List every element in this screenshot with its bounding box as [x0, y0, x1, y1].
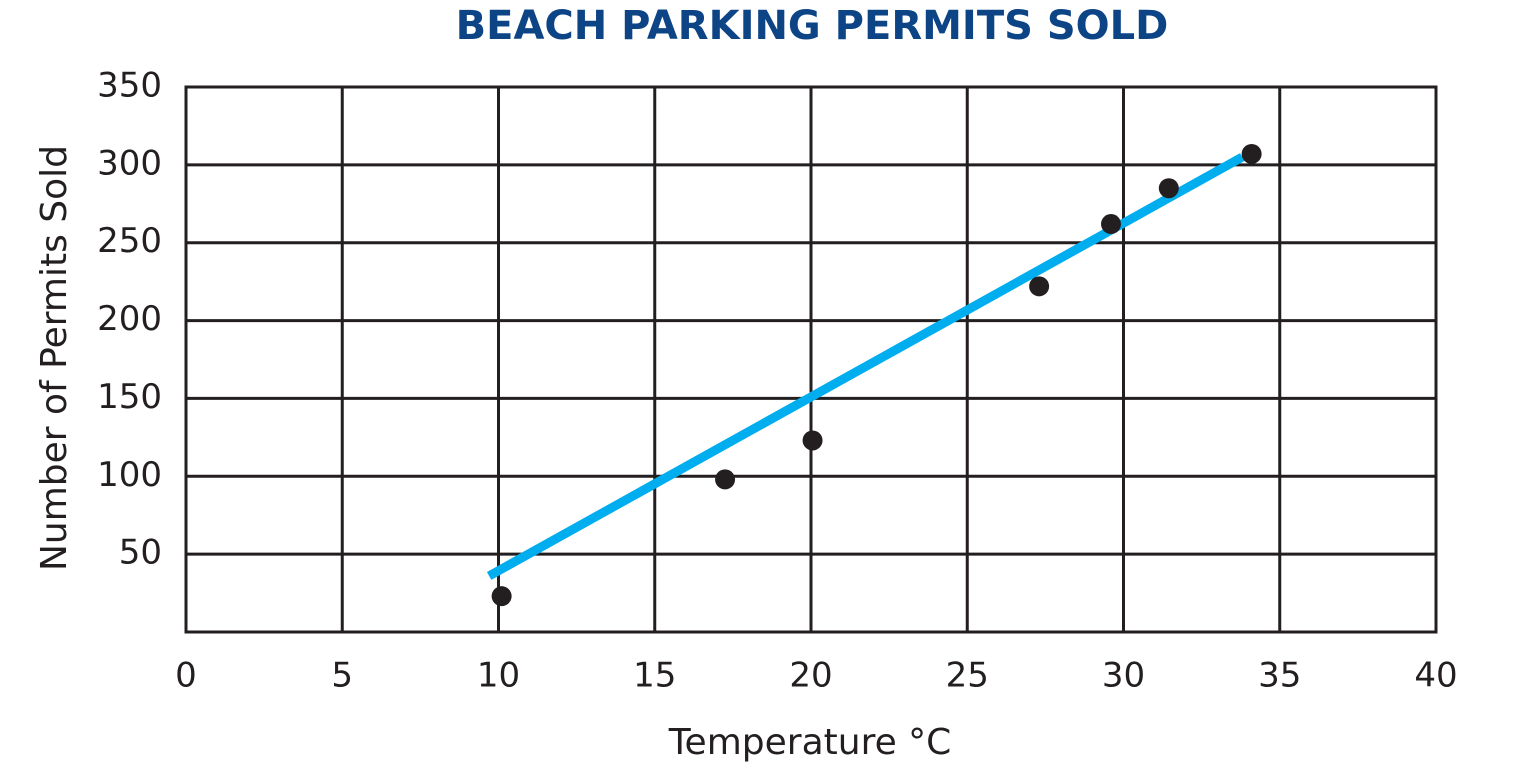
x-tick-label: 25: [946, 656, 989, 696]
y-tick-label: 50: [119, 533, 162, 573]
x-tick-label: 10: [477, 656, 520, 696]
point: [1241, 143, 1262, 164]
y-tick-label: 350: [97, 66, 162, 106]
x-tick-label: 0: [175, 656, 197, 696]
y-tick-label: 250: [97, 221, 162, 261]
x-tick-label: 35: [1258, 656, 1301, 696]
x-tick-label: 15: [633, 656, 676, 696]
x-tick-label: 30: [1102, 656, 1145, 696]
x-tick-label: 40: [1414, 656, 1457, 696]
point: [1029, 276, 1050, 297]
x-tick-label: 5: [331, 656, 353, 696]
x-axis-label: Temperature °C: [668, 722, 952, 763]
chart-title: BEACH PARKING PERMITS SOLD: [456, 3, 1169, 49]
point: [802, 430, 823, 451]
y-tick-label: 200: [97, 299, 162, 339]
point: [491, 586, 512, 607]
y-axis-label: Number of Permits Sold: [34, 145, 75, 571]
y-tick-label: 150: [97, 377, 162, 417]
trend-line: [486, 153, 1245, 580]
point: [1158, 178, 1179, 199]
y-tick-label: 300: [97, 143, 162, 183]
x-tick-label: 20: [789, 656, 832, 696]
point: [1101, 214, 1121, 235]
y-tick-label: 100: [97, 455, 162, 495]
point: [715, 469, 736, 490]
